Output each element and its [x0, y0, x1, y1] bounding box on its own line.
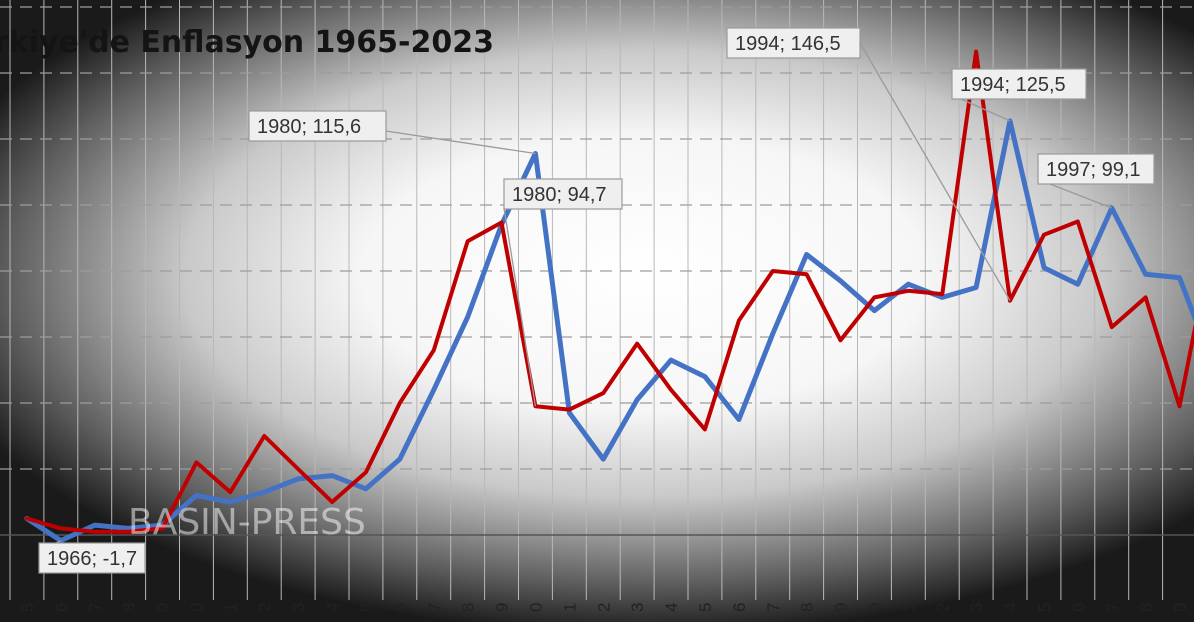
x-tick-label: 4	[323, 603, 342, 612]
callout-box	[38, 542, 146, 574]
callout-label: 1966; -1,7	[47, 548, 137, 570]
x-tick-label: 2	[594, 603, 613, 612]
callouts-layer: 1980; 115,6 1980; 94,7 1994; 146,5 1994; 12…	[38, 27, 1155, 574]
watermark-text: BASIN-PRESS	[128, 502, 366, 543]
x-tick-label: 5	[696, 603, 715, 612]
x-tick-label: 3	[628, 603, 647, 612]
x-tick-label: 7	[1103, 603, 1122, 612]
series-line-red	[24, 49, 1194, 534]
callout-box	[503, 178, 623, 210]
x-tick-label: 3	[967, 603, 986, 612]
x-tick-label: 3	[289, 603, 308, 612]
callout-leader-line	[859, 42, 1011, 302]
x-tick-label: 0	[865, 603, 884, 612]
callout-label: 1994; 125,5	[960, 74, 1066, 96]
x-tick-label: 6	[52, 603, 71, 612]
x-tick-label: 7	[764, 603, 783, 612]
x-tick-label: 0	[526, 603, 545, 612]
x-tick-label: 5	[357, 603, 376, 612]
x-tick-label: 6	[1069, 603, 1088, 612]
chart-title: rkiye'de Enflasyon 1965-2023	[0, 25, 494, 60]
series-layer	[24, 49, 1194, 544]
x-tick-label: 8	[798, 603, 817, 612]
callout-box	[248, 110, 387, 142]
x-tick-labels: 567890123456789012345678901234567890012	[18, 603, 1190, 612]
x-tick-label: 2	[255, 603, 274, 612]
x-tick-label: 6	[730, 603, 749, 612]
x-tick-label: 1	[221, 603, 240, 612]
x-tick-label: 4	[1001, 603, 1020, 612]
x-tick-label: 5	[1035, 603, 1054, 612]
callout-leader-line	[503, 207, 537, 407]
x-tick-label: 9	[832, 603, 851, 612]
callout-leader-line	[1049, 183, 1112, 209]
callout-box	[951, 68, 1087, 100]
x-tick-label: 0	[187, 603, 206, 612]
callout-label: 1980; 115,6	[257, 116, 361, 138]
callout-leader-line	[385, 130, 536, 155]
x-tick-label: 7	[425, 603, 444, 612]
callout-box	[726, 27, 861, 59]
callout-label: 1997; 99,1	[1046, 159, 1141, 181]
x-tick-label: 7	[86, 603, 105, 612]
x-tick-label: 4	[662, 603, 681, 612]
x-tick-label: 1	[560, 603, 579, 612]
x-tick-label: 9	[493, 603, 512, 612]
x-tick-label: 2	[933, 603, 952, 612]
x-tick-label: 9	[154, 603, 173, 612]
x-tick-label: 9	[1171, 603, 1190, 612]
x-tick-label: 1	[899, 603, 918, 612]
x-tick-label: 8	[459, 603, 478, 612]
callout-label: 1994; 146,5	[735, 33, 841, 55]
x-tick-label: 8	[1137, 603, 1156, 612]
x-tick-label: 8	[120, 603, 139, 612]
callout-label: 1980; 94,7	[512, 184, 607, 206]
series-line-blue	[24, 118, 1194, 544]
callout-box	[1037, 153, 1155, 185]
x-tick-label: 5	[18, 603, 37, 612]
x-tick-label: 6	[391, 603, 410, 612]
